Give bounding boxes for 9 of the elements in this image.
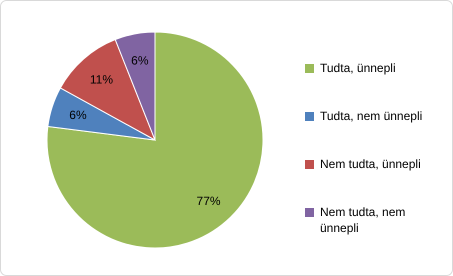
data-label: 6% bbox=[131, 54, 149, 68]
legend-label: Nem tudta, nem ünnepli bbox=[320, 205, 406, 235]
legend-label: Tudta, nem ünnepli bbox=[320, 109, 422, 123]
data-label: 11% bbox=[90, 72, 114, 86]
data-label: 6% bbox=[69, 108, 87, 122]
legend-label: Nem tudta, ünnepli bbox=[320, 157, 421, 171]
legend-label: Tudta, ünnepli bbox=[320, 61, 396, 75]
data-label: 77% bbox=[196, 194, 221, 208]
pie-slice bbox=[46, 32, 264, 248]
